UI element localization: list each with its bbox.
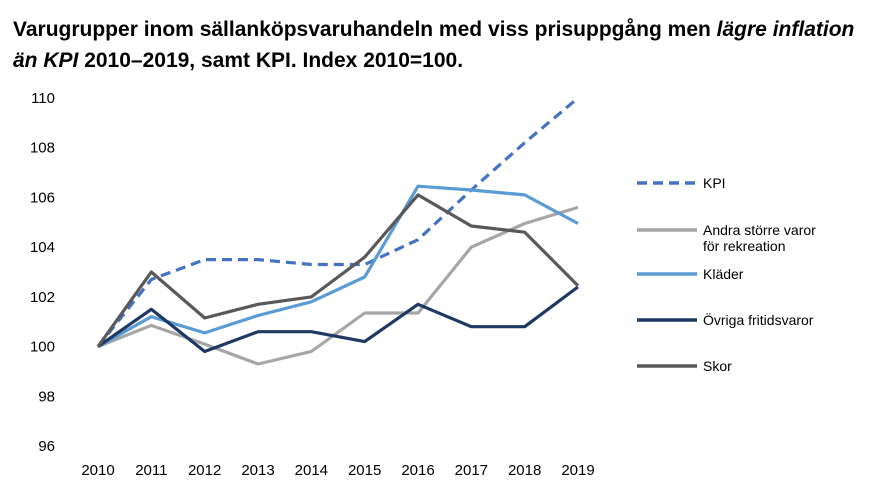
legend-label-1: Andra större varor för rekreation [703, 222, 816, 254]
x-tick-label-2010: 2010 [81, 462, 114, 479]
y-tick-label-98: 98 [38, 388, 55, 405]
x-tick-label-2014: 2014 [295, 462, 328, 479]
x-tick-label-2013: 2013 [241, 462, 274, 479]
y-tick-label-106: 106 [30, 189, 55, 206]
legend-label-2: Kläder [703, 266, 744, 282]
chart-title-italic: lägre inflation än KPI [13, 18, 855, 72]
x-tick-label-2016: 2016 [401, 462, 434, 479]
chart-title-part1: Varugrupper inom sällanköpsvaruhandeln m… [13, 18, 717, 41]
y-tick-label-104: 104 [30, 239, 55, 256]
series-line-3 [97, 285, 579, 354]
legend-label-3: Övriga fritidsvaror [703, 311, 814, 328]
y-tick-label-110: 110 [31, 90, 55, 107]
y-tick-label-96: 96 [38, 438, 55, 455]
legend-label-0: KPI [703, 175, 726, 191]
x-tick-label-2015: 2015 [348, 462, 381, 479]
x-tick-label-2019: 2019 [561, 462, 594, 479]
legend-label-4: Skor [703, 358, 732, 374]
series-line-0 [96, 96, 580, 348]
x-tick-label-2011: 2011 [135, 462, 167, 479]
series-line-2 [97, 184, 579, 348]
chart-title-part2: 2010–2019, samt KPI. Index 2010=100. [78, 49, 464, 72]
x-tick-label-2012: 2012 [188, 462, 221, 479]
y-tick-label-100: 100 [30, 339, 55, 356]
x-tick-label-2018: 2018 [508, 462, 541, 479]
series-line-1 [97, 205, 579, 366]
y-tick-label-108: 108 [30, 140, 55, 157]
series-line-4 [96, 193, 580, 348]
x-tick-label-2017: 2017 [455, 462, 488, 479]
chart-title: Varugrupper inom sällanköpsvaruhandeln m… [13, 14, 863, 76]
y-tick-label-102: 102 [30, 289, 55, 306]
